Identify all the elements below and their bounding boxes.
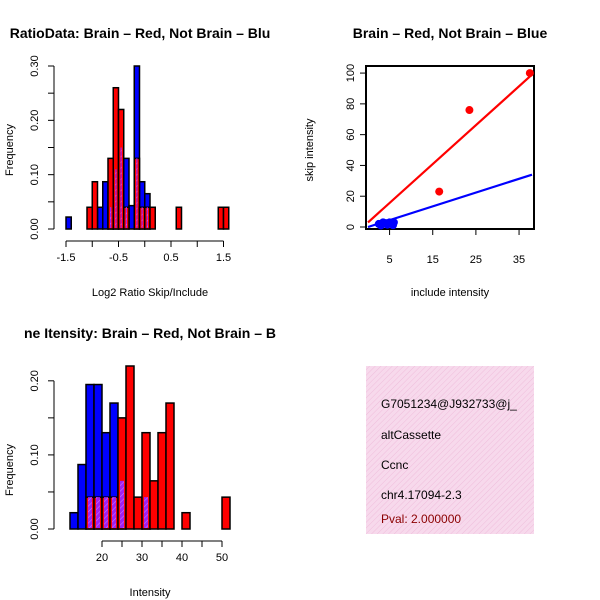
scatter-fit-line-not-brain [367, 173, 533, 229]
scatter-x-tick-label: 35 [513, 254, 525, 266]
intensity-bar-brain [149, 480, 159, 530]
info-panel: G7051234@J932733@j_ altCassette Ccnc chr… [366, 366, 534, 534]
intensity-x-tick-label: 30 [136, 552, 148, 564]
intensity-bar-brain [157, 431, 167, 530]
ratio-x-tick-label: 0.5 [163, 252, 178, 264]
ratio-x-tick-label: -1.5 [57, 252, 76, 264]
intensity-bar-brain [181, 511, 191, 530]
scatter-fit-line-brain [367, 73, 533, 224]
ratio-bar-brain [149, 206, 156, 230]
ratio-x-tick-label: -0.5 [109, 252, 128, 264]
ratio-bar-brain [222, 206, 230, 230]
ratio-histogram: RatioData: Brain – Red, Not Brain – Blu … [4, 25, 270, 299]
ratio-x-label: Log2 Ratio Skip/Include [92, 287, 208, 299]
info-probe-id: G7051234@J932733@j_ [381, 397, 517, 411]
intensity-scatter: Brain – Red, Not Brain – Blue 5 15 25 35 0 2… [304, 25, 547, 299]
intensity-x-axis: 20 30 40 50 [96, 540, 228, 564]
info-background [366, 366, 534, 534]
ratio-bar-not-brain [96, 206, 104, 230]
scatter-y-tick-label: 40 [345, 159, 357, 171]
intensity-bars [69, 365, 231, 530]
scatter-points [374, 69, 534, 230]
intensity-histogram-title: ne Itensity: Brain – Red, Not Brain – B [24, 325, 276, 341]
scatter-point-brain [435, 187, 444, 196]
ratio-histogram-title: RatioData: Brain – Red, Not Brain – Blu [10, 25, 271, 41]
intensity-bar-overlap [144, 497, 148, 528]
intensity-histogram: ne Itensity: Brain – Red, Not Brain – B … [4, 325, 276, 599]
info-gene: Ccnc [381, 458, 408, 472]
intensity-y-label: Frequency [4, 444, 16, 496]
intensity-bar-brain [165, 402, 175, 530]
scatter-y-tick-label: 60 [345, 129, 357, 141]
ratio-bar-brain [217, 206, 225, 230]
ratio-bar-overlap [120, 147, 122, 228]
intensity-bar-brain [133, 496, 143, 530]
info-pval: Pval: 2.000000 [381, 512, 461, 526]
ratio-bar-overlap [136, 158, 138, 228]
ratio-bar-overlap [115, 169, 117, 228]
scatter-x-tick-label: 5 [387, 254, 393, 266]
intensity-bar-overlap [120, 480, 124, 528]
scatter-point-not-brain [382, 219, 391, 228]
intensity-x-label: Intensity [130, 587, 171, 599]
ratio-y-label: Frequency [4, 124, 16, 176]
scatter-y-tick-label: 20 [345, 190, 357, 202]
intensity-y-tick-label: 0.10 [29, 444, 41, 465]
intensity-bar-not-brain [69, 511, 79, 530]
intensity-bar-overlap [96, 497, 100, 528]
scatter-y-tick-label: 0 [345, 224, 357, 230]
ratio-bar-overlap [125, 207, 127, 228]
ratio-bar-overlap [146, 207, 148, 228]
scatter-x-tick-label: 25 [470, 254, 482, 266]
scatter-y-tick-label: 80 [345, 98, 357, 110]
ratio-x-axis: -1.5 -0.5 0.5 1.5 [57, 240, 231, 264]
ratio-bar-brain [91, 180, 99, 230]
ratio-x-tick-label: 1.5 [216, 252, 231, 264]
intensity-x-tick-label: 40 [176, 552, 188, 564]
intensity-bar-brain [125, 365, 135, 530]
ratio-bar-overlap [141, 207, 143, 228]
intensity-bar-brain [221, 496, 231, 530]
intensity-bar-overlap [104, 497, 108, 528]
scatter-x-label: include intensity [411, 287, 490, 299]
intensity-y-tick-label: 0.20 [29, 370, 41, 391]
ratio-bar-brain [175, 206, 183, 230]
scatter-title: Brain – Red, Not Brain – Blue [353, 25, 548, 41]
ratio-bar-not-brain [102, 180, 109, 230]
scatter-x-tick-label: 15 [427, 254, 439, 266]
intensity-bar-overlap [88, 497, 92, 528]
scatter-fit-lines [367, 73, 533, 229]
ratio-y-tick-label: 0.00 [29, 218, 41, 239]
ratio-bar-overlap [110, 207, 112, 228]
ratio-y-axis: 0.00 0.10 0.20 0.30 [29, 55, 55, 240]
ratio-bar-not-brain [128, 204, 135, 230]
intensity-bar-overlap [112, 497, 116, 528]
scatter-y-axis: 0 20 40 60 80 100 [345, 64, 366, 230]
ratio-y-tick-label: 0.30 [29, 55, 41, 76]
intensity-x-tick-label: 50 [216, 552, 228, 564]
scatter-y-tick-label: 100 [345, 64, 357, 82]
scatter-point-not-brain [389, 221, 398, 230]
intensity-y-axis: 0.00 0.10 0.20 [29, 370, 55, 540]
scatter-y-label: skip intensity [304, 118, 316, 181]
scatter-point-brain [465, 106, 474, 115]
ratio-y-tick-label: 0.20 [29, 110, 41, 131]
intensity-x-tick-label: 20 [96, 552, 108, 564]
scatter-plot-box [365, 65, 535, 230]
ratio-bars [65, 65, 230, 230]
scatter-x-axis: 5 15 25 35 [387, 229, 525, 266]
intensity-bar-not-brain [77, 463, 87, 530]
intensity-y-tick-label: 0.00 [29, 518, 41, 539]
ratio-bar-brain [86, 206, 93, 230]
info-event-type: altCassette [381, 428, 441, 442]
info-location: chr4.17094-2.3 [381, 488, 462, 502]
ratio-y-tick-label: 0.10 [29, 164, 41, 185]
ratio-bar-not-brain [65, 216, 72, 230]
scatter-point-brain [525, 69, 534, 78]
